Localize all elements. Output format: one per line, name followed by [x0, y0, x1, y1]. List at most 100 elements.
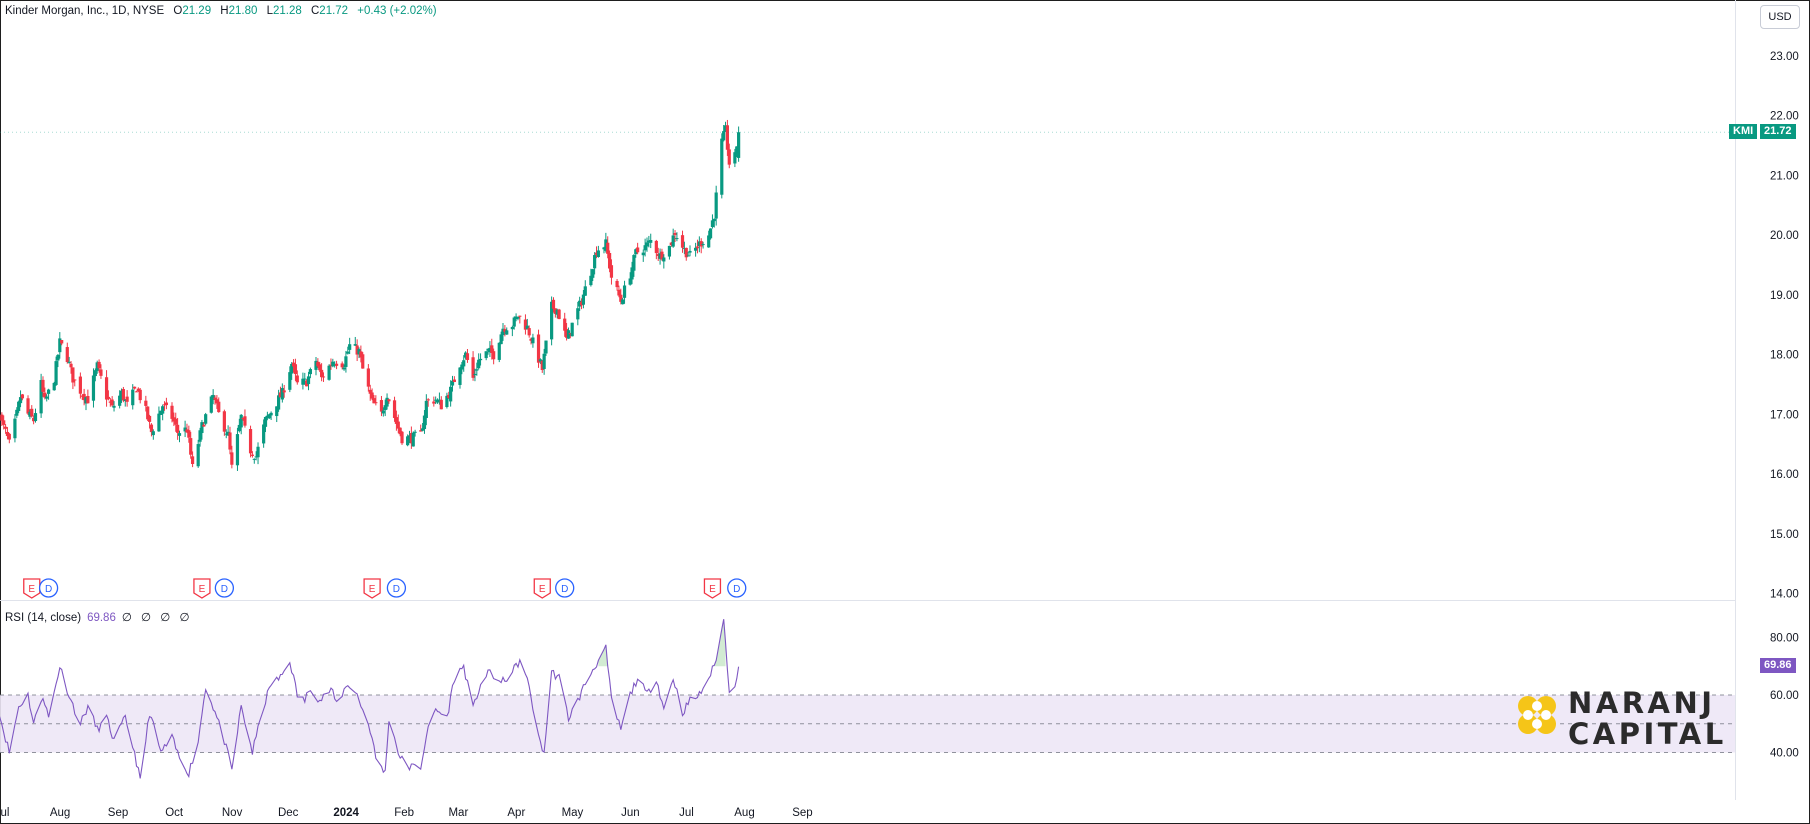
price-tick-label: 23.00 — [1770, 51, 1799, 63]
candle-body — [596, 250, 600, 258]
candle-body — [686, 255, 690, 257]
rsi-value: 69.86 — [87, 612, 116, 624]
candle-body — [527, 328, 531, 336]
candle-body — [99, 369, 103, 376]
close-label: C — [310, 5, 320, 17]
candle-body — [492, 351, 496, 360]
price-tick-label: 14.00 — [1770, 589, 1799, 601]
candle-body — [366, 368, 370, 387]
candle-body — [56, 354, 60, 361]
candle — [20, 393, 25, 401]
candle — [630, 261, 634, 285]
time-tick-label: Aug — [734, 807, 754, 819]
candle — [301, 372, 305, 390]
candle-body — [387, 399, 391, 402]
candle-body — [628, 278, 632, 285]
candle-body — [475, 369, 479, 371]
candle — [333, 361, 337, 368]
candle-body — [361, 354, 365, 369]
candle — [499, 331, 503, 345]
candle — [733, 148, 737, 168]
candle — [164, 397, 168, 410]
candle — [735, 146, 739, 158]
earnings-icon — [193, 578, 211, 599]
candle-body — [407, 435, 412, 438]
candle-body — [447, 394, 451, 398]
candle — [727, 143, 731, 169]
candle-body — [138, 389, 142, 401]
candle — [5, 427, 10, 440]
time-tick-label: Jun — [621, 807, 640, 819]
candle-body — [602, 247, 606, 250]
candle-body — [187, 430, 191, 438]
earnings-label: E — [369, 584, 376, 595]
candle — [714, 185, 718, 226]
candle-body — [329, 364, 333, 366]
open-label: O — [173, 5, 183, 17]
candle-body — [465, 353, 470, 360]
rsi-overbought-fill — [598, 644, 608, 667]
candle — [67, 356, 71, 364]
candle — [645, 237, 649, 252]
candle — [697, 236, 701, 253]
currency-button[interactable]: USD — [1760, 5, 1800, 29]
candle — [434, 396, 438, 405]
candle — [701, 241, 705, 249]
high-value: 21.80 — [228, 5, 258, 17]
candle — [177, 430, 182, 443]
candle-body — [645, 242, 649, 247]
dividend-icon — [555, 578, 575, 598]
candle — [46, 388, 51, 400]
candle-body — [374, 402, 378, 404]
candle — [314, 357, 318, 376]
candle-body — [222, 411, 226, 432]
candle-body — [39, 380, 43, 414]
candle — [18, 390, 23, 408]
candle — [222, 409, 226, 436]
candle-body — [30, 408, 34, 417]
candle-body — [372, 398, 376, 404]
candle — [550, 296, 554, 346]
time-tick-label: Sep — [792, 807, 812, 819]
candle — [235, 427, 240, 471]
candle-body — [383, 405, 387, 411]
candle — [450, 375, 455, 392]
low-label: L — [266, 5, 273, 17]
candle-body — [714, 192, 718, 219]
candle — [344, 350, 348, 373]
candle-body — [662, 257, 666, 262]
earnings-icon — [363, 578, 381, 599]
candle-body — [334, 363, 339, 366]
candle-body — [7, 433, 11, 440]
candle — [680, 230, 685, 253]
logo-line-2: CAPITAL — [1568, 717, 1727, 751]
candle — [669, 241, 673, 247]
candle-body — [512, 317, 516, 327]
candle-body — [267, 414, 271, 419]
candle — [80, 394, 84, 400]
candle — [269, 411, 273, 421]
candle-body — [170, 405, 174, 419]
price-tick-label: 22.00 — [1770, 111, 1799, 123]
candle — [320, 363, 324, 382]
candle-body — [265, 415, 269, 418]
rsi-tick-label: 40.00 — [1770, 748, 1799, 760]
candle — [394, 410, 399, 431]
candle — [224, 429, 228, 439]
candle — [636, 242, 640, 255]
candle — [557, 308, 561, 320]
candle — [411, 431, 415, 447]
candle — [237, 418, 241, 433]
candle-body — [151, 431, 155, 436]
price-tick-label: 20.00 — [1770, 230, 1799, 242]
candle-body — [215, 399, 219, 404]
candle-body — [359, 351, 363, 358]
candle — [540, 359, 544, 373]
candle — [475, 362, 479, 376]
candle — [568, 332, 572, 339]
candle — [45, 394, 49, 402]
candle — [136, 387, 140, 392]
candle — [32, 415, 36, 425]
rsi-line — [0, 619, 740, 779]
